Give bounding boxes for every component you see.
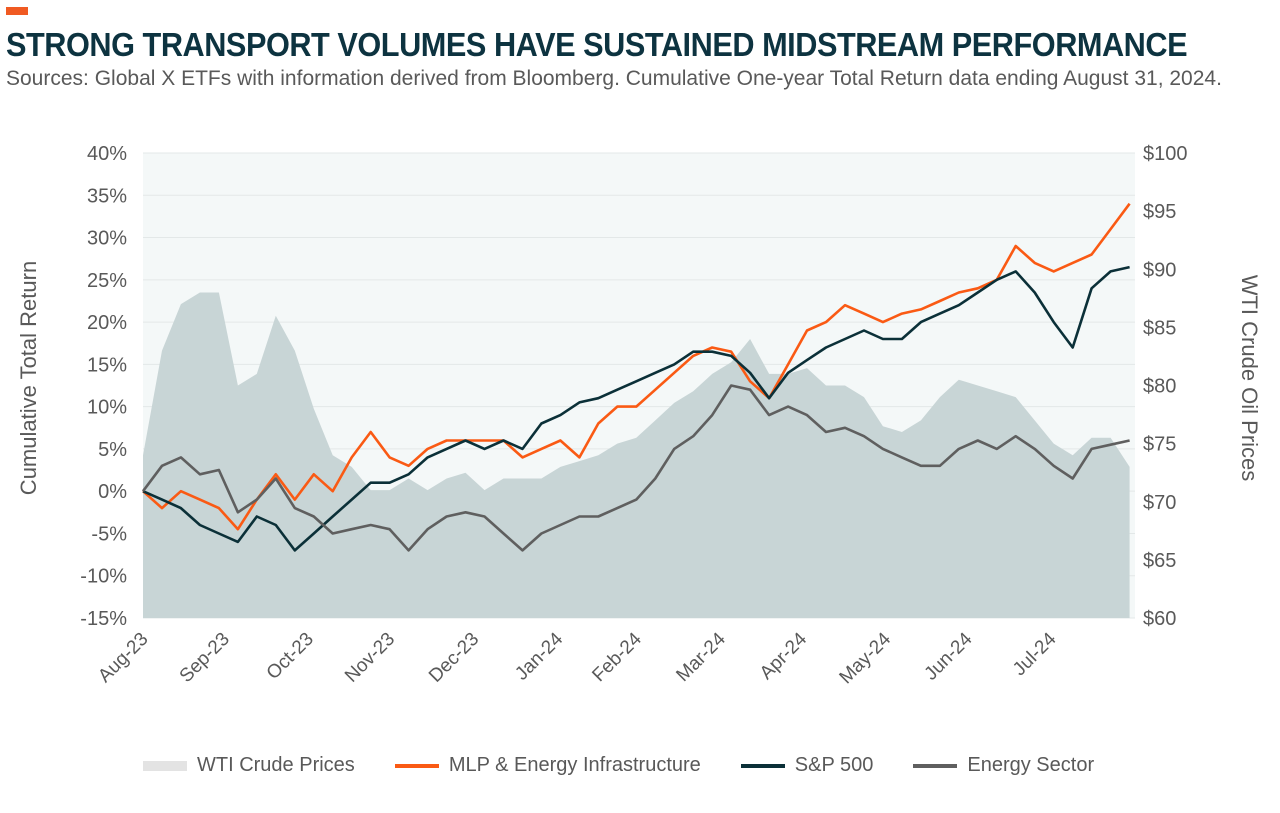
x-tick-label: Nov-23 (341, 629, 399, 687)
y-axis-title: Cumulative Total Return (16, 261, 41, 495)
series-line-s-p-500 (142, 265, 1130, 552)
x-axis: Aug-23 Sep-23 Oct-23 Nov-23 Dec-23 Jan-24 Feb-… (94, 628, 1060, 688)
y-tick-label: 20% (87, 312, 127, 334)
legend-swatch (143, 760, 187, 771)
x-tick-label: Mar-24 (672, 628, 730, 686)
y-tick-label: 5% (98, 439, 127, 461)
y2-tick-label: $80 (1143, 376, 1176, 398)
y2-tick-label: $90 (1143, 259, 1176, 281)
series-line-mlp-energy-infrastructure (142, 202, 1131, 531)
accent-bar (6, 7, 28, 15)
y-tick-label: 35% (87, 185, 127, 207)
line-layer (141, 202, 1131, 552)
x-tick-label: Jan-24 (511, 628, 567, 684)
legend-item: WTI Crude Prices (143, 754, 355, 777)
series-line-energy-sector (141, 384, 1130, 552)
legend-item: MLP & Energy Infrastructure (394, 754, 701, 777)
x-tick-label: May-24 (836, 628, 896, 688)
chart-subtitle: Sources: Global X ETFs with information … (6, 67, 1222, 90)
legend-label: S&P 500 (794, 754, 874, 776)
x-tick-label: Dec-23 (425, 629, 483, 687)
y2-tick-label: $65 (1143, 550, 1176, 572)
legend-label: MLP & Energy Infrastructure (448, 754, 701, 776)
legend-swatch (394, 763, 439, 768)
y-tick-label: 40% (87, 143, 127, 165)
x-tick-label: Apr-24 (756, 628, 811, 683)
x-tick-label: Feb-24 (588, 628, 646, 686)
x-tick-label: Aug-23 (94, 629, 152, 687)
y2-tick-label: $60 (1143, 608, 1176, 630)
y-axis-right: $60 $65 $70 $75 $80 $85 $90 $95 $100 (1143, 143, 1188, 630)
x-tick-label: Oct-23 (263, 629, 318, 684)
area-layer (143, 292, 1130, 618)
y-tick-label: 0% (98, 481, 127, 503)
y-tick-label: 30% (87, 228, 127, 250)
x-tick-label: Jun-24 (921, 628, 977, 684)
y-tick-label: -5% (91, 523, 127, 545)
legend-swatch (913, 763, 958, 768)
y2-axis-title: WTI Crude Oil Prices (1237, 275, 1262, 482)
x-tick-label: Jul-24 (1009, 628, 1061, 680)
legend-swatch (740, 763, 785, 768)
y-tick-label: -15% (80, 608, 127, 630)
legend-item: S&P 500 (740, 754, 874, 777)
legend: WTI Crude Prices MLP & Energy Infrastruct… (143, 754, 1094, 777)
y2-tick-label: $70 (1143, 492, 1176, 514)
y-tick-label: -10% (80, 566, 127, 588)
legend-label: Energy Sector (967, 754, 1095, 776)
y2-tick-label: $95 (1143, 201, 1176, 223)
chart-title: STRONG TRANSPORT VOLUMES HAVE SUSTAINED … (6, 26, 1188, 63)
y-tick-label: 25% (87, 270, 127, 292)
y-axis-left: -15% -10% -5% 0% 5% 10% 15% 20% 25% 30% 35% 40% (80, 143, 127, 630)
y2-tick-label: $100 (1143, 143, 1188, 165)
legend-label: WTI Crude Prices (197, 754, 355, 776)
y-tick-label: 10% (87, 397, 127, 419)
y2-tick-label: $75 (1143, 434, 1176, 456)
y2-tick-label: $85 (1143, 317, 1176, 339)
series-area-wti (143, 292, 1130, 618)
y-tick-label: 15% (87, 354, 127, 376)
legend-item: Energy Sector (913, 754, 1094, 777)
x-tick-label: Sep-23 (176, 629, 234, 687)
